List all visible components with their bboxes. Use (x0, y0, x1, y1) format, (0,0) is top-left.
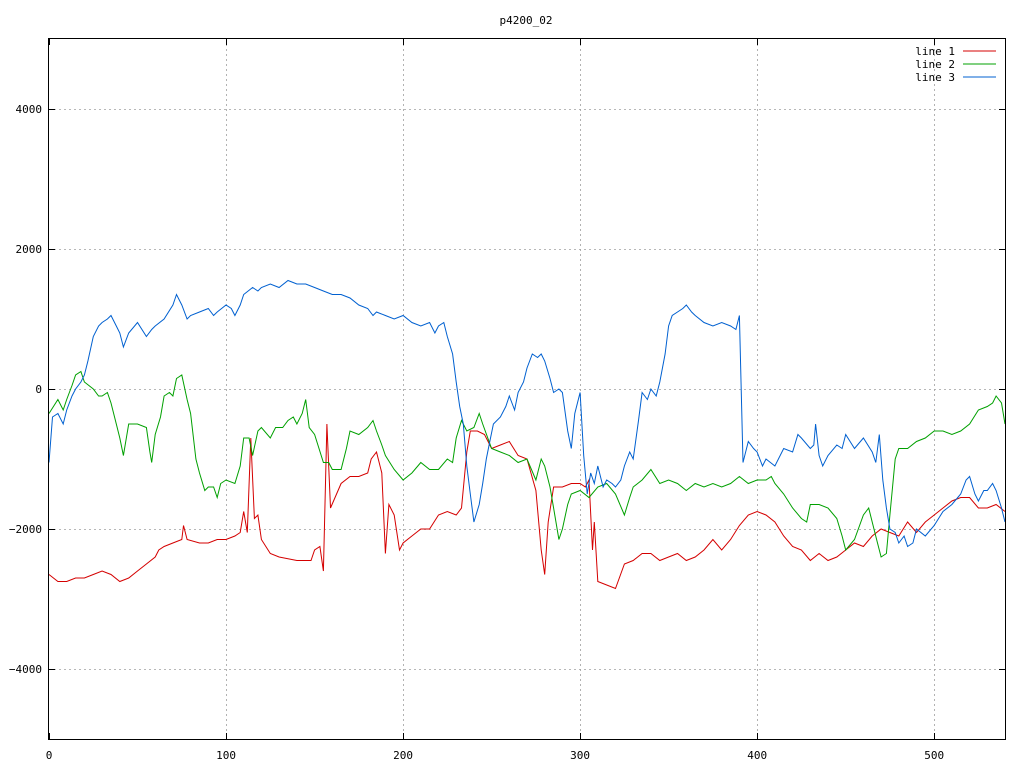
legend-label-line-2: line 2 (915, 58, 955, 71)
plot-frame (48, 38, 1006, 740)
series-lines (48, 279, 1006, 590)
series-line-2 (48, 370, 1006, 558)
series-line-3 (48, 279, 1006, 548)
y-tick-label: −2000 (9, 523, 42, 536)
grid (49, 39, 1005, 739)
legend: line 1 line 2 line 3 (915, 45, 996, 84)
x-tick-label: 200 (393, 749, 413, 762)
y-tick-label: 4000 (16, 103, 43, 116)
x-tick-label: 0 (46, 749, 53, 762)
y-axis-tick-labels: −4000 −2000 0 2000 4000 (9, 103, 42, 676)
x-tick-label: 100 (216, 749, 236, 762)
chart-title: p4200_02 (500, 14, 553, 27)
x-axis-tick-labels: 0 100 200 300 400 500 (46, 749, 944, 762)
tick-marks (49, 39, 1005, 739)
y-tick-label: 0 (35, 383, 42, 396)
x-tick-label: 400 (747, 749, 767, 762)
legend-label-line-1: line 1 (915, 45, 955, 58)
y-tick-label: 2000 (16, 243, 43, 256)
y-tick-label: −4000 (9, 663, 42, 676)
x-tick-label: 300 (570, 749, 590, 762)
legend-label-line-3: line 3 (915, 71, 955, 84)
x-tick-label: 500 (924, 749, 944, 762)
